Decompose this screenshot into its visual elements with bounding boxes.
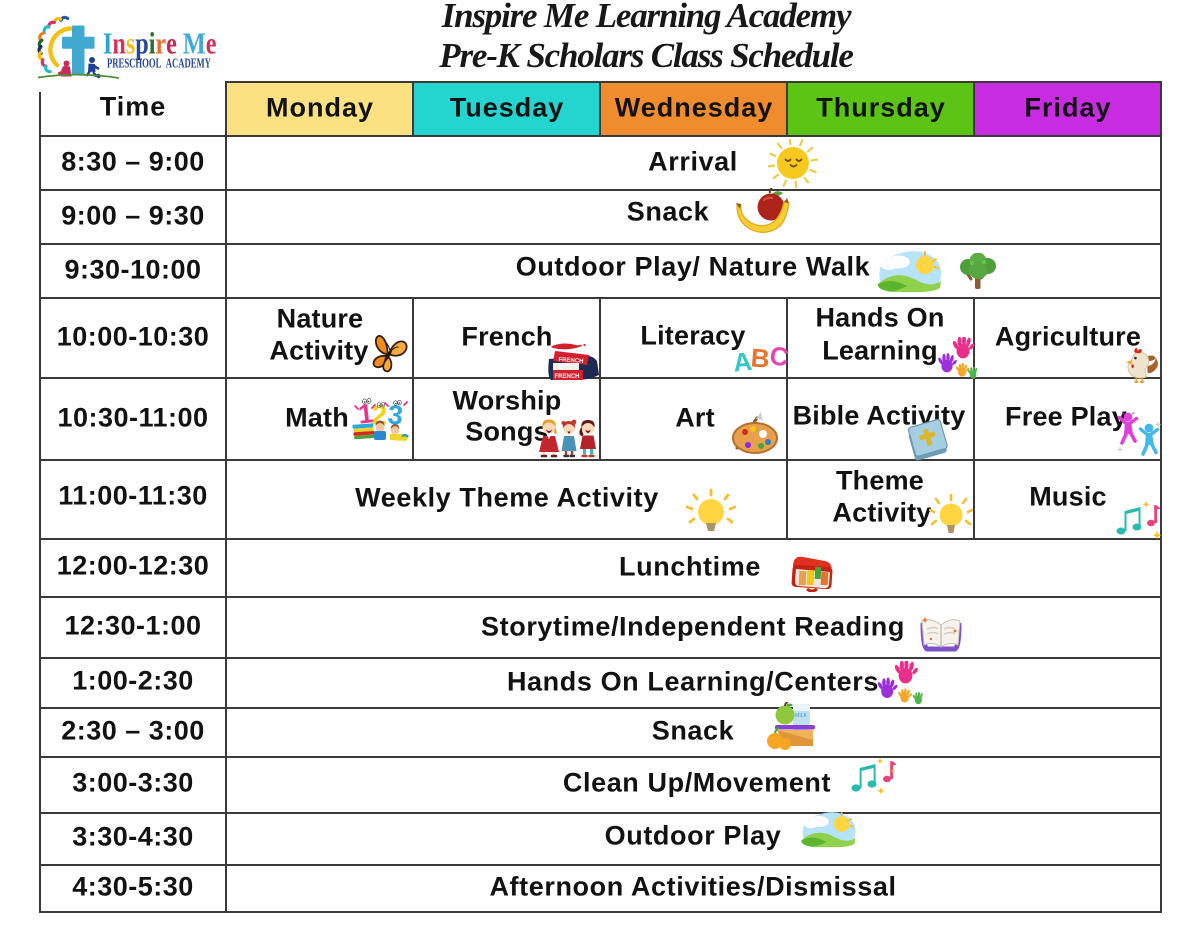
svg-text:C: C [768,341,789,373]
svg-text:3: 3 [386,399,404,430]
svg-text:PRESCHOOL ACADEMY: PRESCHOOL ACADEMY [107,55,211,71]
svg-text:B: B [750,342,771,374]
svg-text:FRENCH: FRENCH [558,357,583,365]
svg-text:A: A [733,346,754,375]
svg-text:1: 1 [357,398,375,429]
svg-text:FRENCH: FRENCH [555,374,580,380]
svg-text:MILK: MILK [795,713,807,719]
svg-text:Inspire Me: Inspire Me [103,27,216,62]
